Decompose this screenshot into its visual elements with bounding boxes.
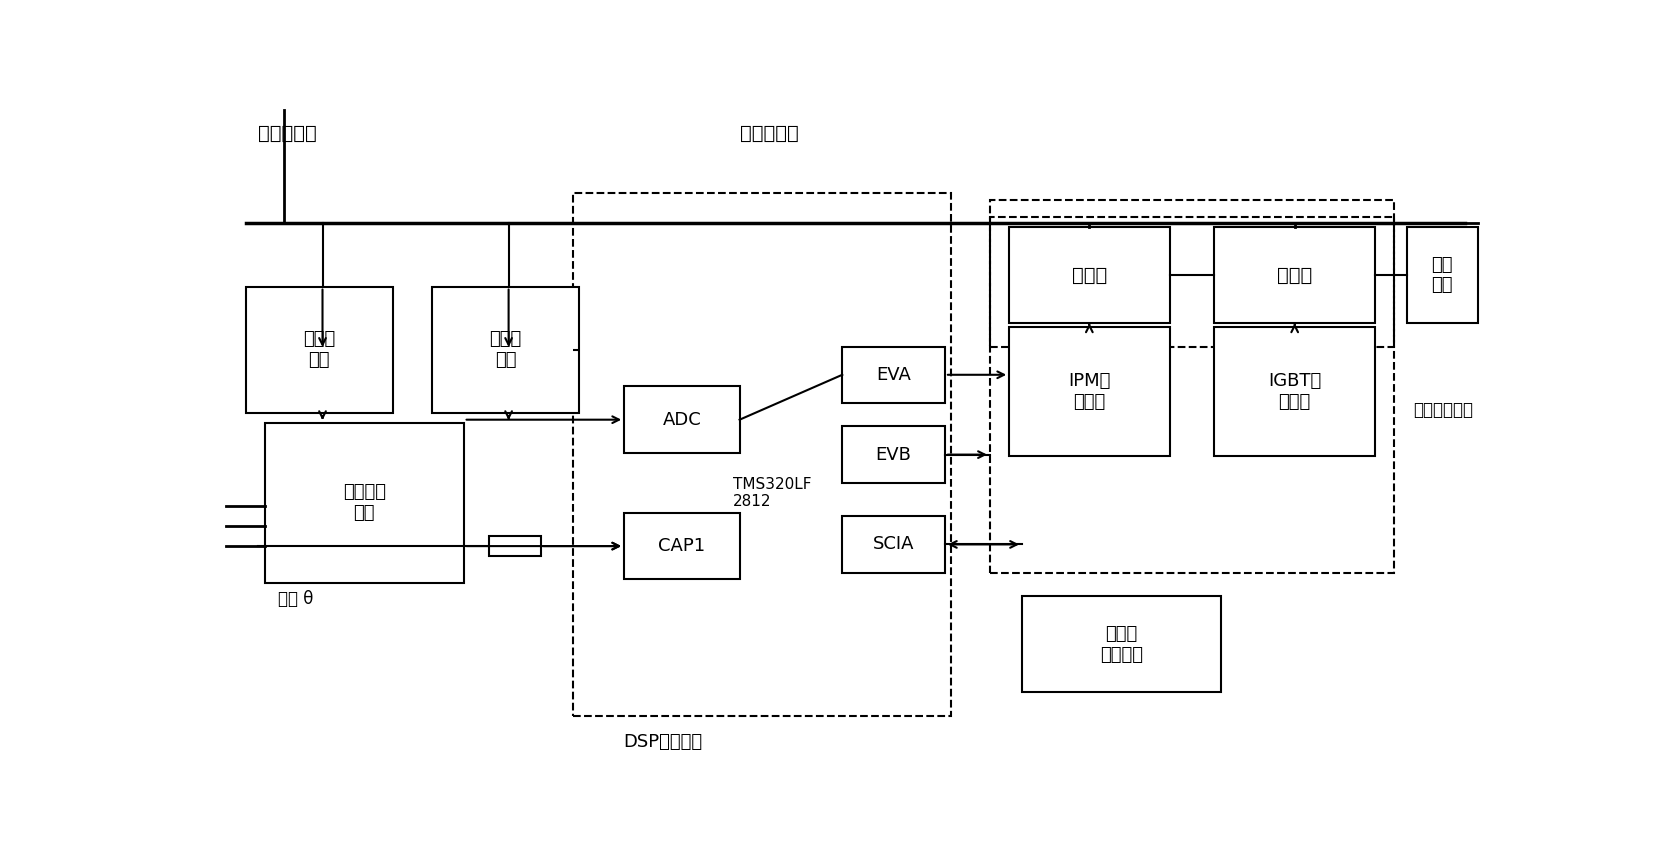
Bar <box>842 516 945 573</box>
Bar <box>265 423 463 582</box>
Text: 变流器
监控模块: 变流器 监控模块 <box>1099 625 1142 664</box>
Text: 锁相 θ: 锁相 θ <box>278 590 313 608</box>
Bar <box>573 194 950 715</box>
Bar <box>842 346 945 403</box>
Text: EVA: EVA <box>875 365 910 384</box>
Bar <box>990 200 1394 346</box>
Bar <box>990 217 1394 573</box>
Text: IGBT驱
动电路: IGBT驱 动电路 <box>1268 372 1321 410</box>
Bar <box>1021 596 1220 692</box>
Bar <box>1407 226 1476 323</box>
Bar <box>842 426 945 483</box>
Text: 电流互
感器: 电流互 感器 <box>303 330 336 369</box>
Text: SCIA: SCIA <box>872 536 914 554</box>
Text: 信号驱动模块: 信号驱动模块 <box>1412 401 1473 419</box>
Text: ADC: ADC <box>662 410 700 429</box>
Bar <box>1213 327 1374 456</box>
Bar <box>624 513 740 580</box>
Bar <box>490 536 540 556</box>
Text: 电压互
感器: 电压互 感器 <box>488 330 521 369</box>
Text: IPM驱
动电路: IPM驱 动电路 <box>1067 372 1111 410</box>
Text: 信号调理
模块: 信号调理 模块 <box>343 484 386 522</box>
Bar <box>624 386 740 453</box>
Text: TMS320LF
2812: TMS320LF 2812 <box>733 477 811 509</box>
Bar <box>245 287 392 413</box>
Text: 变流器: 变流器 <box>1071 265 1106 284</box>
Text: 斩波器: 斩波器 <box>1276 265 1311 284</box>
Text: 风电场母线: 风电场母线 <box>258 124 316 143</box>
Bar <box>1213 226 1374 323</box>
Bar <box>1008 327 1168 456</box>
Bar <box>1008 226 1168 323</box>
Text: 超导
线圈: 超导 线圈 <box>1430 256 1451 295</box>
Bar <box>432 287 579 413</box>
Text: CAP1: CAP1 <box>659 537 705 555</box>
Text: EVB: EVB <box>875 446 910 464</box>
Text: DSP控制模块: DSP控制模块 <box>622 734 702 752</box>
Text: 变流器模块: 变流器模块 <box>740 124 798 143</box>
